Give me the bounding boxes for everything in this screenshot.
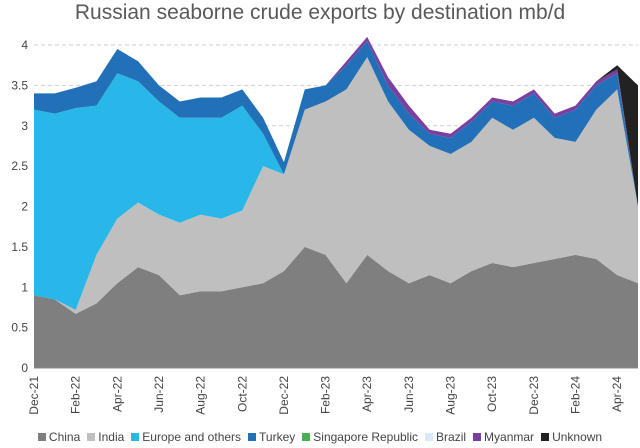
- legend-swatch: [541, 433, 550, 441]
- legend-label: India: [98, 430, 125, 444]
- legend-item: Europe and others: [131, 430, 241, 444]
- axes: 0 0.5 1 1.5 2 2.5 3 3.5 4 Dec-21 Feb-22 Apr-22 Jun-2…: [11, 38, 638, 415]
- y-tick-label: 4: [21, 38, 28, 52]
- legend-label: Turkey: [259, 430, 296, 444]
- area-europe-and-others: [34, 57, 638, 310]
- legend-label: Myanmar: [484, 430, 535, 444]
- x-tick-label: Feb-23: [319, 376, 333, 414]
- legend-label: Europe and others: [142, 430, 242, 444]
- legend-item: Unknown: [541, 430, 602, 444]
- stacked-areas: [34, 36, 638, 368]
- x-tick-label: Jun-22: [152, 376, 166, 413]
- area-turkey: [34, 41, 638, 207]
- legend: China India Europe and others Turkey Singapo…: [0, 430, 640, 444]
- legend-swatch: [425, 433, 434, 441]
- y-tick-label: 0.5: [11, 321, 28, 335]
- legend-swatch: [248, 433, 257, 441]
- y-tick-label: 2: [21, 200, 28, 214]
- legend-item: Turkey: [248, 430, 295, 444]
- y-tick-label: 1.5: [11, 240, 28, 254]
- legend-label: Unknown: [552, 430, 603, 444]
- y-tick-label: 3.5: [11, 78, 28, 92]
- legend-item: India: [87, 430, 124, 444]
- legend-item: Singapore Republic: [302, 430, 418, 444]
- chart-title: Russian seaborne crude exports by destin…: [74, 1, 566, 24]
- x-tick-label: Oct-23: [485, 376, 499, 412]
- legend-swatch: [473, 433, 482, 441]
- x-tick-label: Apr-23: [360, 376, 374, 412]
- x-tick-label: Feb-24: [569, 376, 583, 414]
- x-tick-label: Feb-22: [69, 376, 83, 414]
- legend-item: Myanmar: [473, 430, 534, 444]
- legend-item: China: [37, 430, 81, 444]
- y-tick-label: 0: [21, 361, 28, 375]
- legend-swatch: [37, 433, 46, 441]
- y-tick-label: 2.5: [11, 159, 28, 173]
- legend-swatch: [302, 433, 311, 441]
- legend-label: Brazil: [436, 430, 467, 444]
- legend-label: Singapore Republic: [313, 430, 419, 444]
- area-china: [34, 246, 638, 368]
- x-tick-label: Apr-24: [610, 376, 624, 412]
- y-tick-label: 3: [21, 119, 28, 133]
- x-tick-label: Jun-23: [402, 376, 416, 413]
- legend-label: China: [48, 430, 81, 444]
- legend-item: Brazil: [425, 430, 466, 444]
- x-tick-label: Dec-21: [27, 376, 41, 415]
- x-tick-label: Aug-23: [444, 376, 458, 415]
- x-tick-label: Dec-22: [277, 376, 291, 415]
- x-tick-label: Aug-22: [194, 376, 208, 415]
- x-tick-label: Apr-22: [110, 376, 124, 412]
- y-tick-label: 1: [21, 280, 28, 294]
- area-india: [34, 57, 638, 314]
- legend-swatch: [131, 433, 140, 441]
- x-tick-label: Dec-23: [527, 376, 541, 415]
- legend-swatch: [87, 433, 96, 441]
- x-tick-label: Oct-22: [235, 376, 249, 412]
